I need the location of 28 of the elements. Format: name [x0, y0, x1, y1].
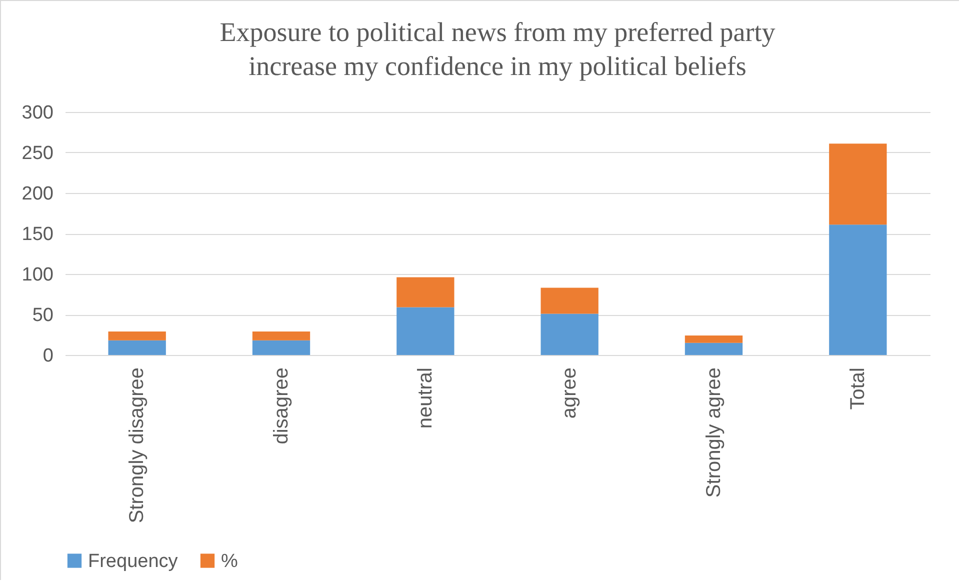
bar [829, 144, 887, 225]
legend-label: % [221, 550, 238, 572]
bar [829, 224, 887, 355]
bar [396, 307, 454, 355]
bar [540, 288, 598, 314]
y-tick-label: 150 [22, 224, 54, 245]
bar [252, 340, 310, 355]
y-tick-label: 100 [22, 264, 54, 286]
bar [108, 340, 166, 355]
y-tick-label: 200 [22, 184, 54, 204]
x-tick-label: disagree [270, 368, 292, 444]
x-tick-label: agree [558, 368, 581, 419]
bar [684, 342, 743, 355]
x-tick-label: neutral [414, 368, 436, 429]
bar [108, 332, 166, 340]
x-tick-label: Strongly agree [702, 368, 725, 498]
bar [684, 336, 743, 343]
x-tick-label: Total [846, 368, 869, 410]
y-tick-label: 300 [22, 102, 54, 124]
x-tick-label: Strongly disagree [126, 368, 148, 524]
y-tick-label: 0 [42, 346, 54, 366]
chart-title: Exposure to political news from my preferred party increase my confidence in my political beliefs [220, 17, 776, 81]
bar [252, 332, 310, 340]
bar [396, 277, 454, 308]
legend-label: Frequency [88, 550, 178, 572]
bar [540, 314, 598, 355]
y-tick-label: 250 [22, 143, 54, 164]
y-tick-label: 50 [32, 305, 54, 326]
